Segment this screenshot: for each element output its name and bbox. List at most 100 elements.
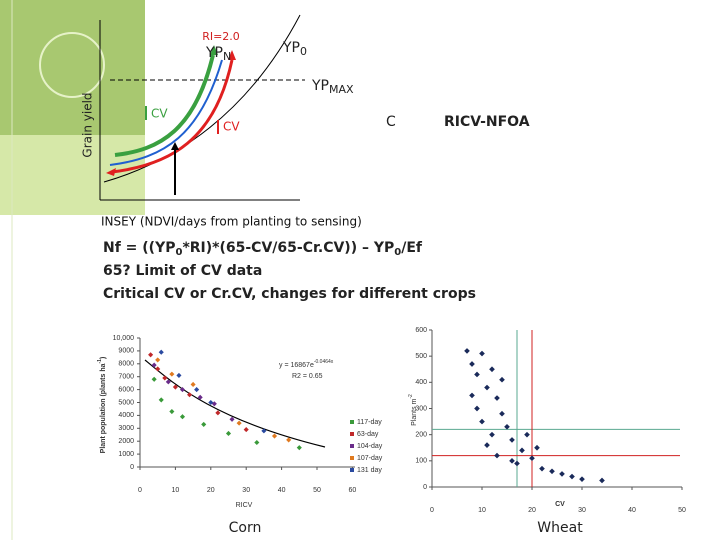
point	[509, 437, 515, 443]
legend-marker	[350, 468, 354, 472]
point	[225, 430, 232, 437]
axis-title: )	[100, 357, 107, 359]
curve-blue	[109, 59, 223, 166]
point	[499, 376, 505, 383]
point	[469, 361, 475, 367]
x-tick-label: 20	[207, 487, 215, 494]
caption: INSEY (NDVI/days from planting to sensin…	[101, 215, 362, 229]
point	[271, 433, 278, 439]
arrowhead	[210, 45, 218, 55]
x-tick-label: 40	[628, 507, 636, 514]
point	[579, 476, 585, 482]
subscript: 0	[300, 45, 307, 58]
point	[179, 387, 186, 393]
point	[559, 471, 565, 477]
point	[151, 362, 157, 368]
point	[208, 399, 214, 406]
formula: Nf = ((YP0*RI)*(65-CV/65-Cr.CV)) – YP0/E…	[103, 240, 423, 258]
y-tick-label: 300	[415, 405, 427, 412]
formula-part: Nf = ((YP	[103, 240, 175, 256]
arrowhead	[171, 142, 179, 150]
point	[489, 366, 495, 373]
x-tick-label: 30	[578, 507, 586, 514]
point	[254, 439, 260, 446]
y-tick-label: 1000	[118, 451, 134, 458]
curve	[103, 14, 301, 183]
label: YP	[282, 40, 300, 56]
point	[484, 442, 490, 448]
point	[534, 444, 540, 451]
point	[261, 428, 267, 434]
y-tick-label: 400	[415, 379, 427, 386]
point	[201, 421, 207, 427]
label: RI=2.0	[202, 30, 240, 43]
point	[169, 371, 175, 377]
point	[494, 395, 500, 401]
point	[162, 375, 168, 381]
point	[176, 372, 182, 378]
point	[569, 473, 575, 480]
y-tick-label: 2000	[118, 438, 134, 445]
point	[479, 350, 485, 357]
axis-title: Plants m-2	[408, 394, 418, 426]
point	[190, 381, 196, 387]
point	[229, 416, 235, 422]
label: C	[386, 114, 396, 130]
point	[151, 376, 157, 382]
x-tick-label: 30	[242, 487, 250, 494]
axis-title: CV	[555, 501, 565, 508]
point	[464, 348, 470, 354]
point	[187, 392, 193, 398]
text-line: 65? Limit of CV data	[103, 263, 262, 279]
y-tick-label: 3000	[118, 425, 134, 432]
legend-marker	[350, 432, 354, 436]
point	[194, 387, 200, 393]
label: CV	[223, 120, 240, 134]
caption: Wheat	[537, 520, 583, 536]
circle	[39, 32, 105, 98]
point	[148, 352, 154, 358]
x-tick-label: 0	[430, 507, 434, 514]
x-tick-label: 60	[349, 487, 357, 494]
y-tick-label: 6000	[118, 386, 134, 393]
arrowhead	[228, 50, 236, 60]
axis-title: Plant population (plants ha	[100, 363, 107, 453]
point	[474, 371, 480, 378]
y-tick-label: 5000	[118, 399, 134, 406]
point	[165, 379, 171, 385]
point	[499, 410, 505, 417]
r-squared: R2 = 0.65	[292, 373, 323, 380]
equation: y = 16867e	[279, 362, 314, 369]
y-tick-label: 0	[423, 484, 427, 491]
legend-label: 131 day	[357, 467, 382, 474]
point	[514, 460, 520, 467]
label: YPN	[205, 45, 231, 63]
point	[197, 394, 203, 400]
point	[469, 392, 475, 399]
y-tick-label: 200	[415, 432, 427, 439]
label: YP0	[282, 40, 307, 58]
text-line: Critical CV or Cr.CV, changes for differ…	[103, 286, 476, 302]
axis-title: Plants m	[411, 398, 418, 425]
label: CV	[151, 107, 168, 121]
point	[494, 452, 500, 459]
x-tick-label: 50	[313, 487, 321, 494]
legend-label: 63-day	[357, 431, 379, 438]
y-tick-label: 100	[415, 458, 427, 465]
point	[524, 431, 530, 438]
point	[158, 397, 164, 403]
x-tick-label: 40	[278, 487, 286, 494]
formula-part: *RI)*(65-CV/65-Cr.CV)) – YP	[182, 240, 394, 256]
point	[504, 423, 510, 430]
label: YPMAX	[311, 78, 354, 96]
point	[169, 408, 175, 415]
point	[484, 384, 490, 391]
superscript: -1	[97, 359, 103, 364]
point	[236, 420, 242, 426]
x-tick-label: 0	[138, 487, 142, 494]
point	[215, 410, 221, 416]
subscript: N	[223, 50, 231, 63]
point	[172, 384, 178, 390]
point	[155, 366, 161, 372]
